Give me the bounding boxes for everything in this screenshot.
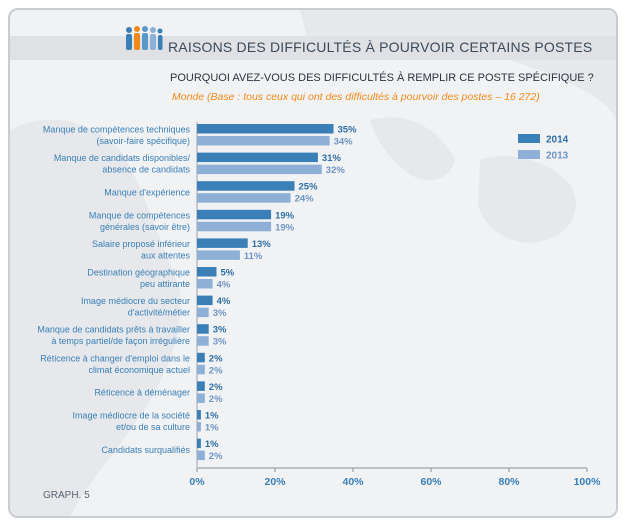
bar-2013 [197,164,322,175]
data-label-2013: 3% [213,308,227,319]
data-label-2013: 32% [326,165,346,176]
data-label-2013: 34% [334,137,354,148]
bar-2013 [197,250,240,260]
x-tick-label: 20% [264,476,286,488]
data-label-2014: 5% [221,268,235,279]
x-tick-label: 60% [420,476,442,488]
bar-2014 [197,438,201,449]
category-label: absence de candidats [102,165,190,175]
category-label: Destination géographique [87,268,190,278]
data-label-2014: 4% [217,296,231,307]
data-label-2013: 19% [275,222,295,233]
category-label: générales (savoir être) [100,222,190,232]
category-label: d'activité/métier [128,308,190,318]
x-tick-label: 80% [498,476,520,488]
bar-2014 [197,324,209,334]
bar-2013 [197,364,205,375]
data-label-2014: 19% [275,210,295,221]
bar-2014 [197,209,272,220]
bar-2013 [197,193,291,203]
category-label: climat économique actuel [88,365,190,375]
bar-2013 [197,393,205,403]
legend-label-2014: 2014 [546,135,569,146]
bar-2014 [197,152,318,163]
data-label-2014: 2% [209,382,223,393]
data-label-2013: 4% [217,280,231,291]
category-label: Manque de compétences [89,210,191,220]
data-label-2013: 24% [295,194,315,205]
x-tick-label: 100% [574,476,602,488]
category-label: peu attirante [140,279,190,289]
bar-2014 [197,124,334,134]
category-label: Image médiocre de la société [72,411,190,421]
data-label-2014: 35% [338,125,358,136]
category-label: Manque de candidats disponibles/ [54,153,191,163]
survey-question: POURQUOI AVEZ-VOUS DES DIFFICULTÉS À REM… [170,72,594,84]
category-label: Salaire proposé inférieur [92,239,190,249]
graph-number: GRAPH. 5 [43,490,90,501]
category-label: à temps partiel/de façon irrégulière [51,336,190,346]
legend-swatch-2013 [518,150,540,159]
category-label: Réticence à changer d'emploi dans le [40,353,190,363]
data-label-2013: 2% [209,394,223,405]
x-tick-label: 40% [342,476,364,488]
chart-title: RAISONS DES DIFFICULTÉS À POURVOIR CERTA… [168,39,593,55]
data-label-2014: 1% [205,439,219,450]
bar-2013 [197,221,272,232]
category-label: et/ou de sa culture [116,422,190,432]
bar-2013 [197,450,205,461]
legend-label-2013: 2013 [546,151,569,162]
data-label-2014: 25% [299,182,319,193]
category-label: Réticence à déménager [94,388,190,398]
bar-2014 [197,181,295,191]
data-label-2013: 1% [205,423,219,434]
category-label: (savoir-faire spécifique) [96,136,190,146]
bar-2013 [197,422,201,432]
bar-2014 [197,410,201,420]
base-subtitle: Monde (Base : tous ceux qui ont des diff… [172,91,540,103]
data-label-2014: 3% [213,325,227,336]
category-label: Manque de compétences techniques [43,125,191,135]
category-label: Manque de candidats prêts à travailler [37,325,190,335]
bar-2013 [197,336,209,346]
category-label: Image médiocre du secteur [81,296,190,306]
data-label-2014: 1% [205,411,219,422]
category-label: Candidats surqualifiés [101,445,190,455]
x-tick-label: 0% [189,476,205,488]
bar-2013 [197,279,213,289]
bar-2014 [197,381,205,391]
bar-2014 [197,267,217,277]
people-icon [126,26,163,50]
data-label-2014: 31% [322,153,342,164]
data-label-2014: 13% [252,239,272,250]
bar-2014 [197,295,213,306]
bar-2014 [197,352,205,363]
data-label-2013: 2% [209,451,223,462]
bar-2013 [197,136,330,146]
chart-card [8,8,618,518]
data-label-2013: 2% [209,365,223,376]
data-label-2013: 11% [244,251,263,262]
data-label-2013: 3% [213,337,227,348]
legend-swatch-2014 [518,134,540,143]
bar-2014 [197,238,248,248]
category-label: Manque d'expérience [104,187,190,197]
title-band [10,36,616,60]
bar-2013 [197,307,209,318]
category-label: aux attentes [141,250,191,260]
data-label-2014: 2% [209,353,223,364]
